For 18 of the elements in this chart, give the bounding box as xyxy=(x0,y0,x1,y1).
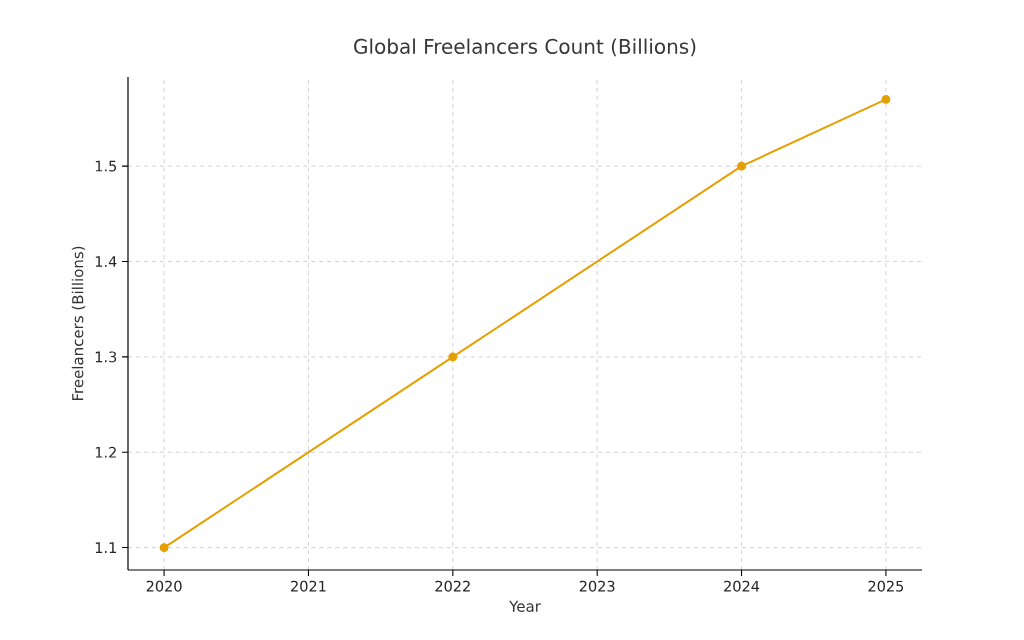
y-tick-label: 1.3 xyxy=(95,351,117,363)
chart-title: Global Freelancers Count (Billions) xyxy=(354,38,696,57)
x-tick-label: 2020 xyxy=(146,580,182,592)
y-tick-label: 1.4 xyxy=(95,256,117,267)
point xyxy=(881,94,891,104)
point xyxy=(159,543,169,553)
y-tick-label: 1.1 xyxy=(95,542,116,553)
x-axis-title: Year xyxy=(509,600,541,612)
point xyxy=(448,352,458,362)
x-tick-label: 2021 xyxy=(291,580,326,592)
x-tick-label: 2023 xyxy=(579,580,615,592)
x-tick-label: 2024 xyxy=(724,580,760,592)
y-tick-label: 1.5 xyxy=(95,160,117,172)
point xyxy=(737,161,747,171)
x-tick-label: 2022 xyxy=(435,580,470,592)
y-axis-title: Freelancers (Billions) xyxy=(71,246,86,401)
y-tick-label: 1.2 xyxy=(95,446,116,458)
x-tick-label: 2025 xyxy=(868,580,904,592)
